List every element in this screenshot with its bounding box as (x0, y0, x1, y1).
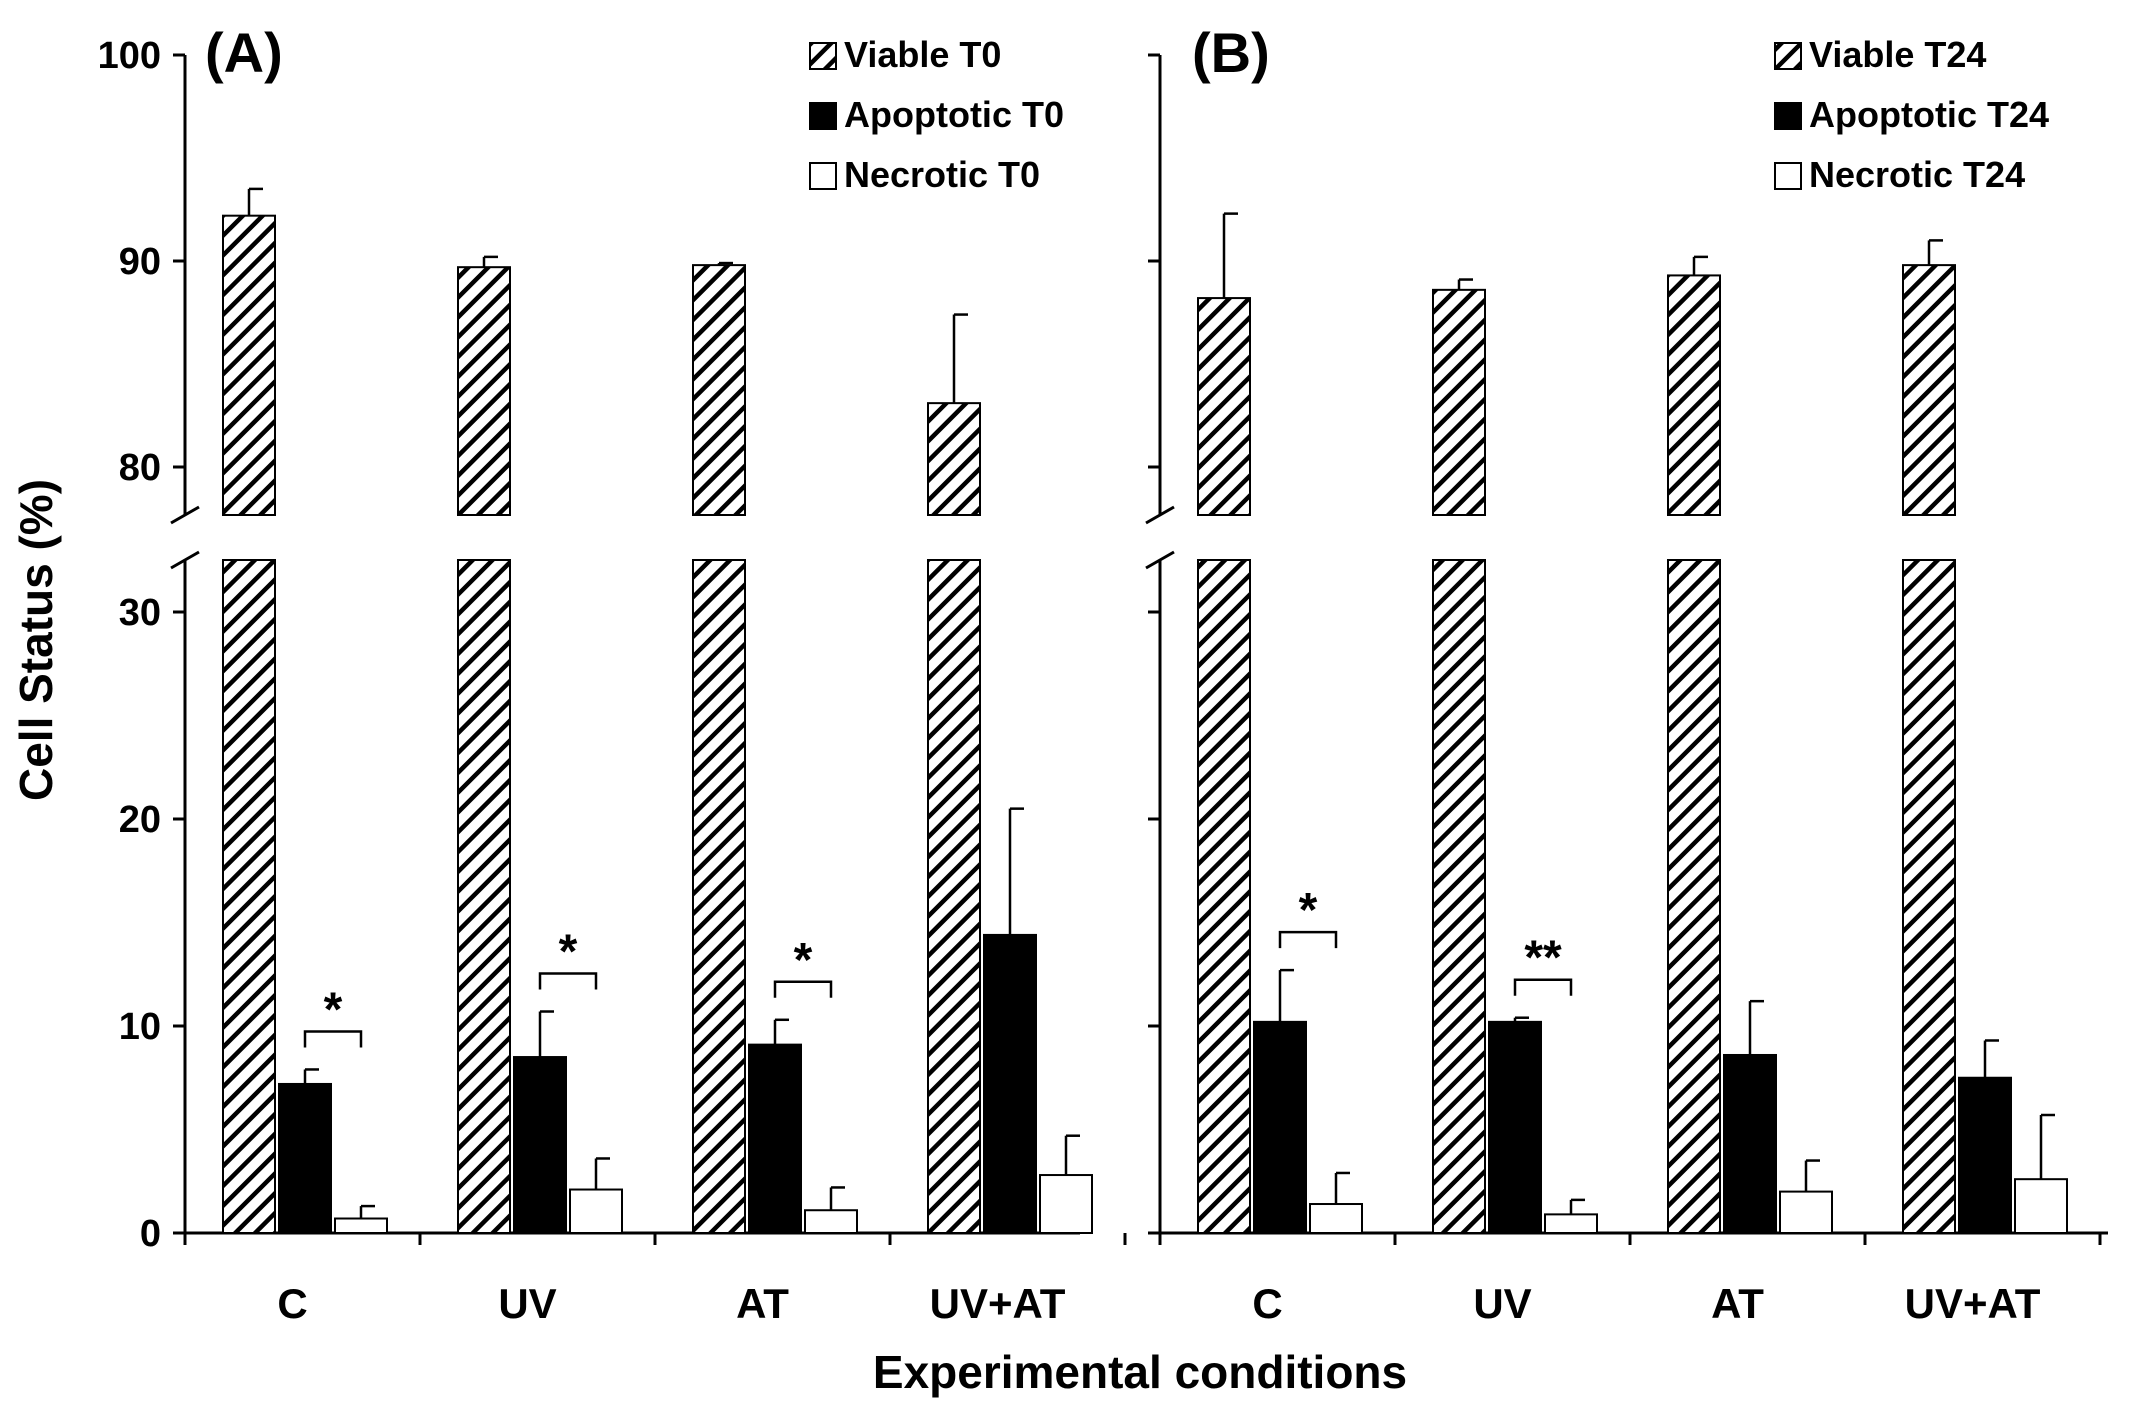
panel-a-y-tick-label: 100 (98, 35, 161, 77)
panel-a-bar-viable-lower (692, 559, 746, 1234)
panel-b-x-tick-label: UV+AT (1905, 1280, 2041, 1327)
panel-a-y-tick-label: 0 (140, 1213, 161, 1255)
panel-b-bar-viable-lower (1197, 559, 1251, 1234)
panel-a-bar-apoptotic (748, 1043, 802, 1234)
panel-a-significance-bracket (303, 1030, 363, 1048)
panel-a-axis-break-mark-upper (170, 505, 200, 525)
panel-a-label: (A) (205, 21, 283, 84)
x-axis-title: Experimental conditions (873, 1346, 1407, 1398)
panel-a-legend-label-necrotic: Necrotic T0 (844, 154, 1040, 195)
panel-b-bar-viable (1902, 264, 1956, 516)
panel-a-y-tick-label: 20 (119, 799, 161, 841)
y-axis-title: Cell Status (%) (10, 479, 62, 801)
panel-b-legend-label-apoptotic: Apoptotic T24 (1809, 94, 2049, 135)
panel-b-bar-necrotic (1544, 1213, 1598, 1234)
panel-b-bar-apoptotic (1488, 1020, 1542, 1234)
panel-a-legend-label-apoptotic: Apoptotic T0 (844, 94, 1064, 135)
panel-a-significance-marker: * (324, 983, 343, 1036)
panel-a-bar-necrotic (569, 1188, 623, 1235)
panel-b-bar-necrotic (1309, 1203, 1363, 1235)
panel-b-legend-label-necrotic: Necrotic T24 (1809, 154, 2025, 195)
panel-b-bar-apoptotic (1958, 1076, 2012, 1234)
panel-b-label: (B) (1192, 21, 1270, 84)
panel-b-bar-viable-lower (1667, 559, 1721, 1234)
panel-b-bar-apoptotic (1253, 1020, 1307, 1234)
panel-a-bar-necrotic (1039, 1174, 1093, 1235)
panel-a-significance-marker: * (794, 934, 813, 987)
panel-b-axis-break-mark-lower (1145, 550, 1175, 570)
panel-b-bar-viable (1667, 274, 1721, 517)
panel-b-bar-necrotic (2014, 1178, 2068, 1235)
panel-b-legend-label-viable: Viable T24 (1809, 34, 1986, 75)
panel-b-bar-apoptotic (1723, 1053, 1777, 1234)
panel-a-significance-bracket (773, 980, 833, 998)
panel-a-bar-viable-lower (457, 559, 511, 1234)
panel-a-bar-viable-lower (222, 559, 276, 1234)
panel-a-y-tick-label: 10 (119, 1006, 161, 1048)
panel-a-bar-apoptotic (983, 933, 1037, 1234)
panel-a-significance-bracket (538, 972, 598, 990)
panel-b-bar-viable (1432, 288, 1486, 516)
panel-a-bar-viable-lower (927, 559, 981, 1234)
panel-a-y-tick-label: 90 (119, 241, 161, 283)
panel-a-legend-label-viable: Viable T0 (844, 34, 1001, 75)
panel-a-bar-apoptotic (513, 1056, 567, 1235)
panel-a-y-tick-label: 30 (119, 592, 161, 634)
panel-a-x-tick-label: C (277, 1280, 307, 1327)
panel-a-axis-break-mark-lower (170, 550, 200, 570)
panel-b-legend-swatch-viable (1774, 42, 1802, 70)
panel-b-legend-swatch-apoptotic (1774, 102, 1802, 130)
panel-a-significance-marker: * (559, 926, 578, 979)
panel-a-x-tick-label: AT (736, 1280, 789, 1327)
panel-a-x-tick-label: UV+AT (930, 1280, 1066, 1327)
panel-b-x-tick-label: UV (1473, 1280, 1531, 1327)
panel-a-bar-apoptotic (278, 1082, 332, 1234)
panel-b-bar-necrotic (1779, 1190, 1833, 1234)
panel-a-legend-swatch-apoptotic (809, 102, 837, 130)
panel-a-bar-necrotic (334, 1217, 388, 1235)
panel-b-bar-viable-lower (1902, 559, 1956, 1234)
panel-a-bar-viable (927, 402, 981, 517)
panel-b-x-tick-label: C (1252, 1280, 1282, 1327)
panel-a-bar-viable (222, 214, 276, 516)
panel-b-axis-break-mark-upper (1145, 505, 1175, 525)
panel-b-significance-bracket (1278, 930, 1338, 949)
panel-a-bar-viable (457, 266, 511, 516)
panel-a-bar-viable (692, 264, 746, 516)
panel-b-significance-bracket (1513, 978, 1573, 996)
panel-b-bar-viable-lower (1432, 559, 1486, 1234)
panel-a-bar-necrotic (804, 1209, 858, 1234)
panel-a-y-tick-label: 80 (119, 447, 161, 489)
panel-b-legend-swatch-necrotic (1774, 162, 1802, 190)
panel-a-legend-swatch-viable (809, 42, 837, 70)
panel-b-significance-marker: ** (1524, 932, 1562, 985)
panel-b-x-tick-label: AT (1711, 1280, 1764, 1327)
panel-a-x-tick-label: UV (498, 1280, 556, 1327)
panel-b-significance-marker: * (1299, 884, 1318, 937)
panel-b-bar-viable (1197, 297, 1251, 516)
panel-a-legend-swatch-necrotic (809, 162, 837, 190)
